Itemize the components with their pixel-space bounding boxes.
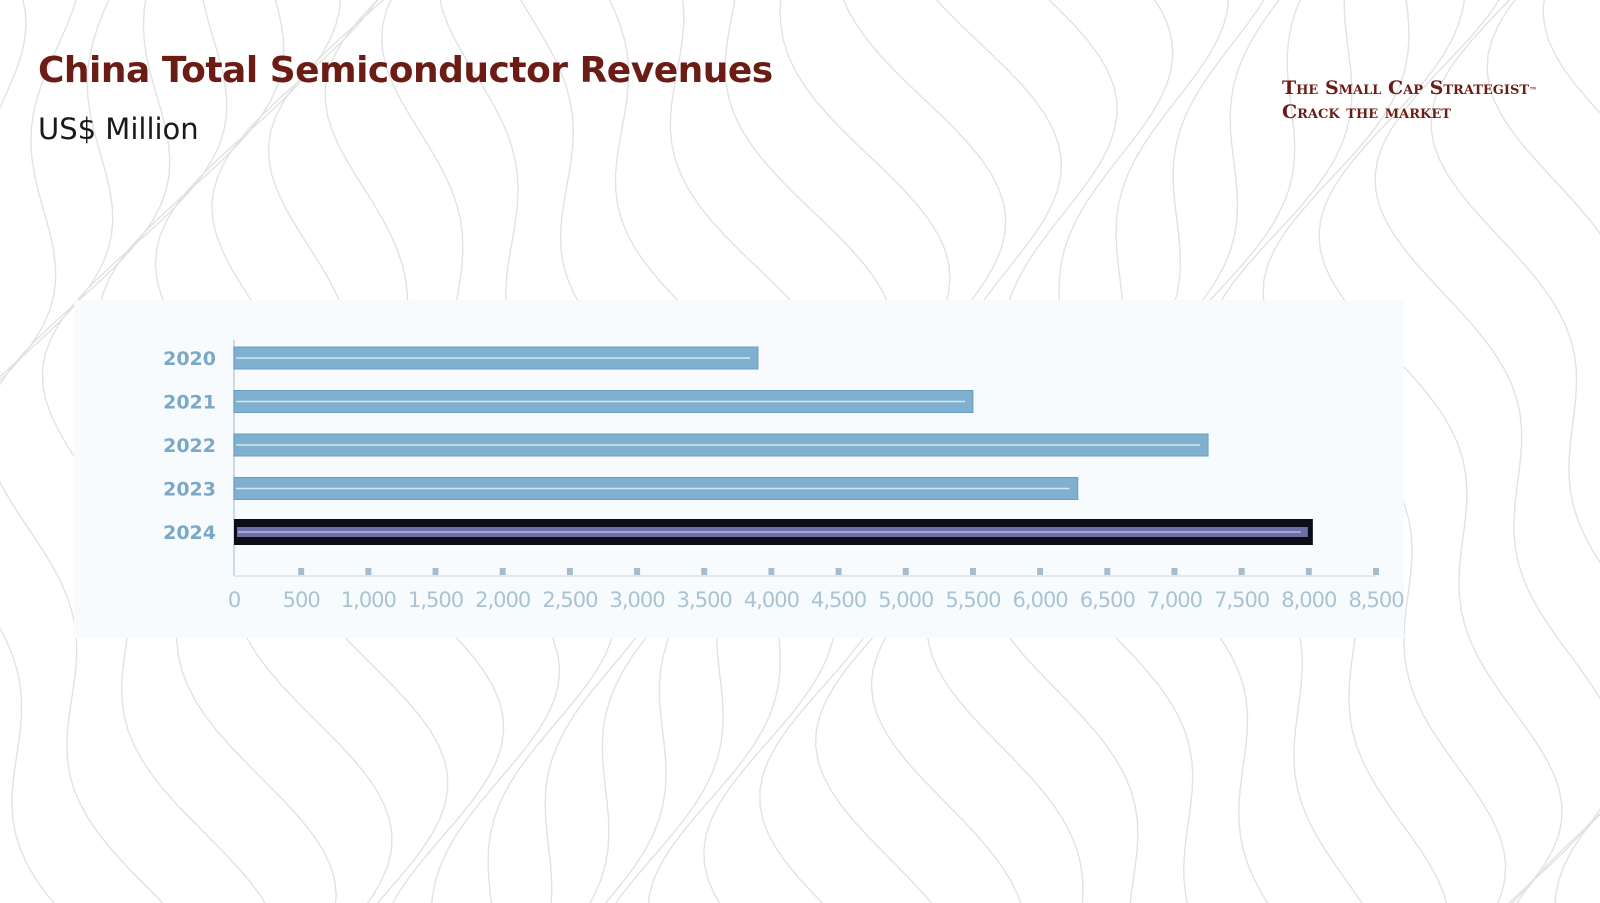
x-tick-label: 3,000	[609, 588, 664, 612]
page-subtitle: US$ Million	[38, 112, 199, 146]
y-tick-label-2023: 2023	[163, 479, 216, 501]
x-tick-label: 1,500	[408, 588, 463, 612]
brand-name: The Small Cap Strategist	[1282, 77, 1530, 99]
x-tick-mark	[566, 568, 573, 575]
x-tick-label: 7,000	[1147, 588, 1202, 612]
contour-line	[1430, 0, 1600, 903]
contour-line	[41, 0, 266, 903]
x-tick-label: 8,000	[1281, 588, 1336, 612]
brand-logo: The Small Cap Strategist™ Crack the mark…	[1282, 76, 1537, 124]
x-tick-label: 4,500	[811, 588, 866, 612]
x-tick-mark	[1373, 568, 1379, 575]
x-tick-mark	[1171, 568, 1178, 575]
x-tick-label: 5,500	[945, 588, 1000, 612]
x-tick-mark	[768, 568, 775, 575]
x-tick-mark	[634, 568, 641, 575]
x-tick-mark	[1037, 568, 1044, 575]
x-tick-label: 6,000	[1013, 588, 1068, 612]
x-tick-mark	[835, 568, 842, 575]
x-tick-mark	[1238, 568, 1245, 575]
x-tick-label: 6,500	[1080, 588, 1135, 612]
y-tick-label-2020: 2020	[163, 348, 216, 370]
x-tick-mark	[701, 568, 708, 575]
x-tick-label: 500	[283, 588, 320, 612]
x-tick-label: 5,000	[878, 588, 933, 612]
x-tick-mark	[499, 568, 506, 575]
x-tick-label: 0	[228, 588, 240, 612]
x-tick-label: 1,000	[341, 588, 396, 612]
page-title: China Total Semiconductor Revenues	[38, 50, 773, 91]
x-tick-mark	[298, 568, 305, 575]
x-tick-mark	[432, 568, 439, 575]
brand-tagline: Crack the market	[1282, 101, 1451, 123]
x-tick-label: 8,500	[1348, 588, 1403, 612]
x-tick-label: 7,500	[1214, 588, 1269, 612]
y-tick-label-2022: 2022	[163, 435, 216, 457]
x-tick-label: 2,500	[542, 588, 597, 612]
brand-trademark: ™	[1529, 85, 1538, 95]
contour-line	[1318, 0, 1563, 903]
contour-line	[1374, 0, 1600, 903]
x-tick-label: 3,500	[677, 588, 732, 612]
x-tick-label: 4,000	[744, 588, 799, 612]
y-tick-label-2024: 2024	[163, 522, 216, 544]
x-tick-label: 2,000	[475, 588, 530, 612]
contour-line	[0, 0, 171, 903]
contour-line	[0, 0, 114, 903]
contour-line	[1486, 0, 1600, 903]
x-tick-mark	[1104, 568, 1111, 575]
contour-line	[0, 0, 77, 382]
x-tick-mark	[365, 568, 372, 575]
x-tick-mark	[1305, 568, 1312, 575]
x-tick-mark	[902, 568, 909, 575]
y-tick-label-2021: 2021	[163, 392, 216, 414]
x-tick-mark	[969, 568, 976, 575]
